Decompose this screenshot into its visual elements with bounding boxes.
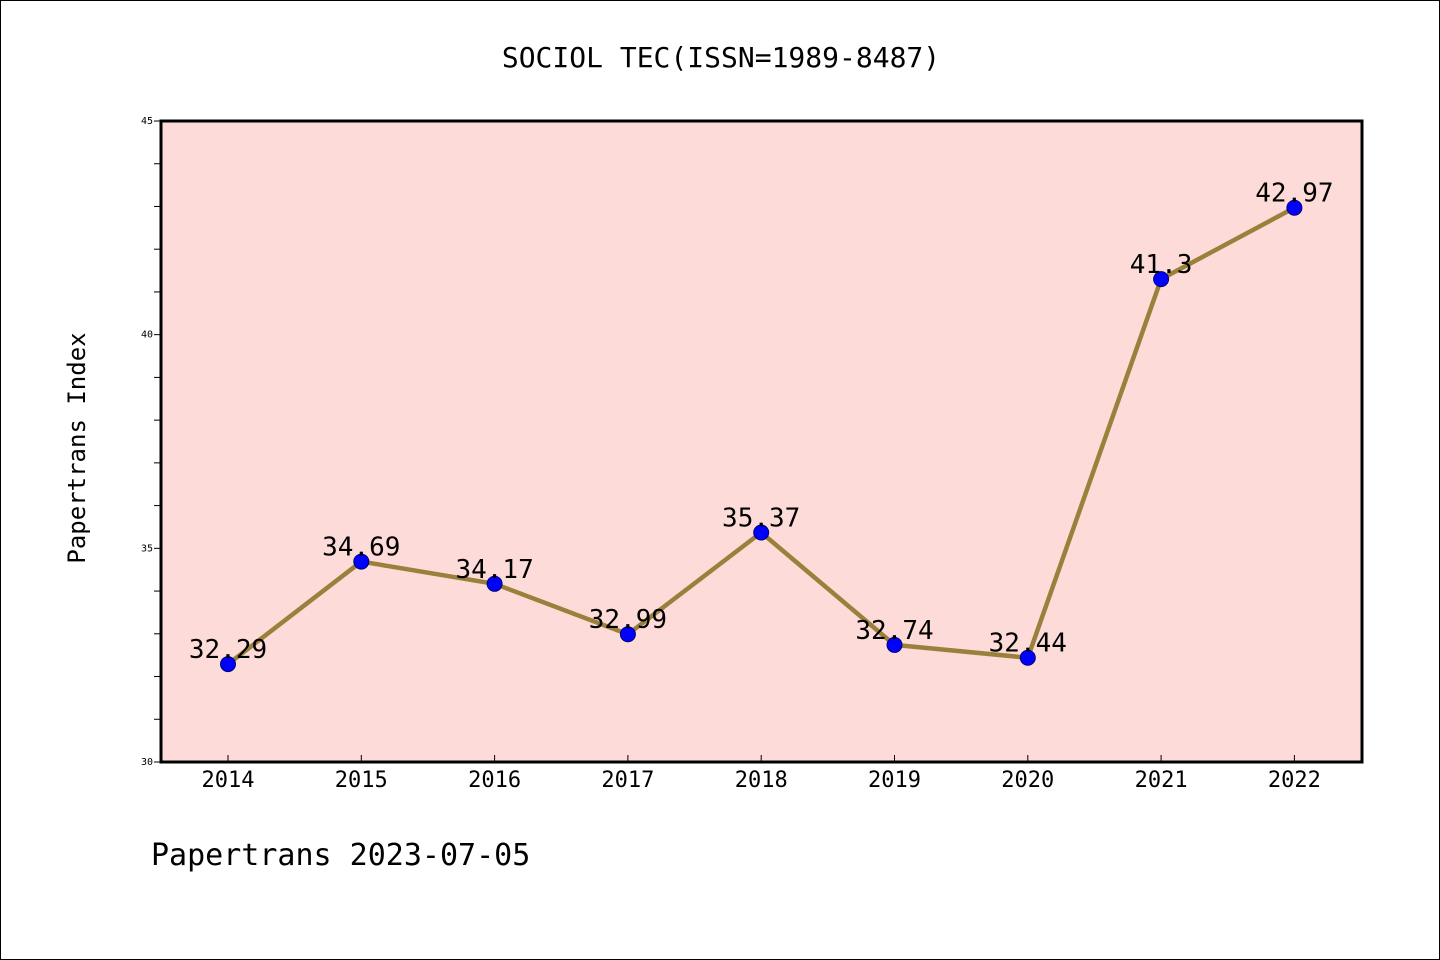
- data-label: 42.97: [1255, 179, 1333, 209]
- data-point: [1153, 271, 1170, 288]
- x-tick-label: 2015: [335, 768, 388, 793]
- data-point: [353, 553, 370, 570]
- data-label: 34.17: [455, 555, 533, 585]
- data-point: [1286, 199, 1303, 216]
- data-point: [220, 656, 236, 673]
- data-point: [753, 524, 770, 541]
- footer-text: Papertrans 2023-07-05: [151, 838, 530, 873]
- x-axis: 2014 2015 2016 2017 2018 2019 2020 2021 2022: [202, 755, 1321, 793]
- y-tick-label: 40: [141, 330, 153, 341]
- data-label: 35.37: [722, 504, 800, 534]
- data-point: [886, 636, 903, 653]
- data-point: [486, 575, 503, 592]
- plot-area: [159, 119, 1364, 764]
- x-tick-label: 2018: [735, 768, 788, 793]
- chart-title: SOCIOL TEC(ISSN=1989-8487): [502, 41, 940, 74]
- y-tick-label: 35: [141, 543, 153, 554]
- data-label: 32.29: [189, 635, 267, 665]
- data-label: 32.99: [589, 605, 667, 635]
- y-axis: 30 35 40 45: [141, 116, 161, 768]
- y-axis-label: Papertrans Index: [63, 332, 91, 563]
- data-label: 41.3: [1130, 250, 1193, 280]
- x-tick-label: 2017: [601, 768, 654, 793]
- data-point: [619, 626, 636, 643]
- data-point: [1019, 649, 1036, 666]
- x-tick-label: 2019: [868, 768, 921, 793]
- data-labels: 32.29 34.69 34.17 32.99 35.37 32.74 32.44 41.3 4…: [189, 179, 1334, 665]
- x-tick-label: 2022: [1268, 768, 1321, 793]
- series-layer: [220, 199, 1303, 673]
- y-tick-label: 30: [141, 757, 153, 768]
- x-tick-label: 2020: [1001, 768, 1054, 793]
- x-tick-label: 2021: [1135, 768, 1188, 793]
- data-label: 34.69: [322, 533, 400, 563]
- data-label: 32.74: [855, 616, 933, 646]
- x-tick-label: 2016: [468, 768, 521, 793]
- data-label: 32.44: [989, 629, 1067, 659]
- x-tick-label: 2014: [202, 768, 255, 793]
- y-tick-label: 45: [141, 116, 153, 127]
